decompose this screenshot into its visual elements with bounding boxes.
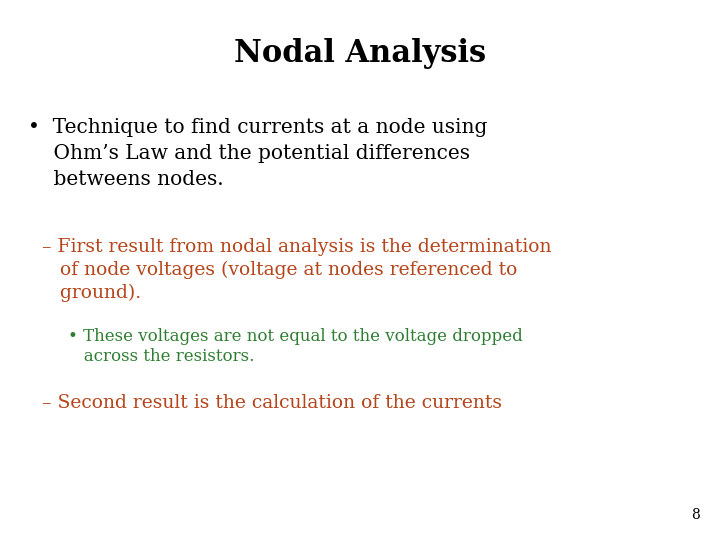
Text: Ohm’s Law and the potential differences: Ohm’s Law and the potential differences <box>28 144 470 163</box>
Text: • These voltages are not equal to the voltage dropped: • These voltages are not equal to the vo… <box>68 328 523 345</box>
Text: – First result from nodal analysis is the determination: – First result from nodal analysis is th… <box>42 238 552 256</box>
Text: betweens nodes.: betweens nodes. <box>28 170 224 189</box>
Text: Nodal Analysis: Nodal Analysis <box>234 38 486 69</box>
Text: ground).: ground). <box>42 284 141 302</box>
Text: 8: 8 <box>691 508 700 522</box>
Text: of node voltages (voltage at nodes referenced to: of node voltages (voltage at nodes refer… <box>42 261 518 279</box>
Text: across the resistors.: across the resistors. <box>68 348 254 365</box>
Text: •  Technique to find currents at a node using: • Technique to find currents at a node u… <box>28 118 487 137</box>
Text: – Second result is the calculation of the currents: – Second result is the calculation of th… <box>42 394 502 412</box>
